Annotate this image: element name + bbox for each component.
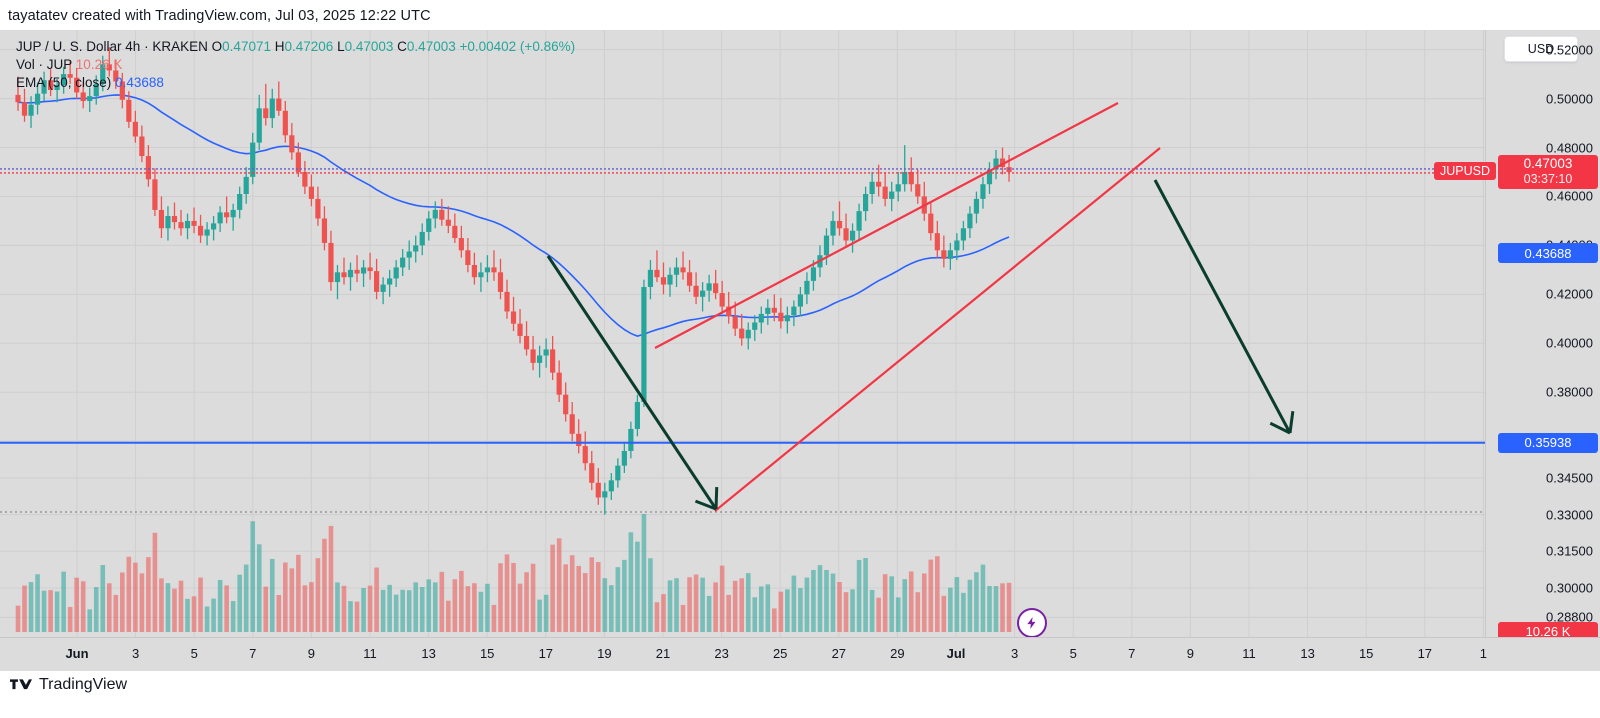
- price-axis[interactable]: USD 0.520000.500000.480000.460000.440000…: [1485, 30, 1600, 637]
- time-tick-label: Jun: [65, 646, 89, 661]
- price-tick-label: 0.34500: [1546, 470, 1593, 486]
- time-tick-label: 17: [1417, 646, 1433, 661]
- volume-value-tag[interactable]: 10.26 K: [1498, 622, 1598, 637]
- price-tick-label: 0.42000: [1546, 286, 1593, 302]
- last-price-countdown: 03:37:10: [1523, 172, 1573, 187]
- time-tick-label: 3: [131, 646, 140, 661]
- price-tick-label: 0.30000: [1546, 580, 1593, 596]
- time-tick-label: 27: [831, 646, 847, 661]
- time-tick-label: 5: [190, 646, 198, 661]
- price-tick-label: 0.40000: [1546, 335, 1593, 351]
- time-tick-label: 25: [772, 646, 788, 661]
- chart-svg: [0, 30, 1485, 637]
- tradingview-brand-text: TradingView: [39, 676, 128, 693]
- volume-tag-value: 10.26 K: [1525, 624, 1571, 637]
- currency-button[interactable]: USD: [1504, 36, 1578, 62]
- symbol-price-flag[interactable]: JUPUSD: [1434, 161, 1497, 180]
- time-tick-label: 9: [307, 646, 316, 661]
- time-tick-label: 7: [1128, 646, 1136, 661]
- time-tick-label: 7: [249, 646, 257, 661]
- time-tick-label: 11: [363, 646, 377, 661]
- time-tick-label: 9: [1186, 646, 1195, 661]
- tradingview-footer: TradingView: [10, 676, 127, 694]
- attribution-text: tayatatev created with TradingView.com, …: [8, 8, 431, 24]
- time-tick-label: 5: [1069, 646, 1077, 661]
- time-tick-label: 19: [597, 646, 612, 661]
- time-tick-label: 15: [1358, 646, 1374, 661]
- time-tick-label: 21: [655, 646, 671, 661]
- time-tick-label: 15: [479, 646, 495, 661]
- support-tag-value: 0.35938: [1524, 435, 1572, 451]
- time-tick-label: 29: [890, 646, 905, 661]
- time-tick-label: Jul: [946, 646, 966, 661]
- time-tick-label: 1: [1479, 646, 1488, 661]
- price-tick-label: 0.46000: [1546, 188, 1593, 204]
- tradingview-logo-icon: [10, 678, 32, 689]
- time-tick-label: 23: [714, 646, 729, 661]
- support-price-tag[interactable]: 0.35938: [1498, 432, 1598, 453]
- time-tick-label: 3: [1010, 646, 1019, 661]
- price-tick-label: 0.48000: [1546, 140, 1593, 155]
- last-price-tag[interactable]: 0.47003 03:37:10: [1498, 154, 1598, 189]
- time-tick-label: 13: [421, 646, 436, 661]
- time-axis[interactable]: Jun 3 5 7 9 11 13 15 17 19 21 23 25 27 29 Jul 3 5 7 9 11 13 15…: [0, 637, 1600, 671]
- price-tick-label: 0.33000: [1546, 507, 1593, 523]
- lightning-bolt-badge[interactable]: [1017, 608, 1047, 637]
- time-tick-label: 13: [1300, 646, 1315, 661]
- price-tick-label: 0.52000: [1546, 42, 1593, 58]
- ema-price-tag[interactable]: 0.43688: [1498, 243, 1598, 264]
- last-price-value: 0.47003: [1523, 156, 1573, 172]
- price-tick-label: 0.31500: [1546, 543, 1593, 559]
- lightning-bolt-icon: [1027, 617, 1036, 629]
- price-tick-label: 0.38000: [1546, 384, 1593, 400]
- time-tick-label: 11: [1242, 646, 1256, 661]
- price-tick-label: 0.28800: [1546, 609, 1593, 625]
- chart-canvas[interactable]: JUP / U. S. Dollar 4h · KRAKEN O0.47071 …: [0, 30, 1485, 637]
- time-tick-label: 17: [538, 646, 554, 661]
- ema-tag-value: 0.43688: [1524, 245, 1572, 261]
- price-tick-label: 0.50000: [1546, 91, 1593, 107]
